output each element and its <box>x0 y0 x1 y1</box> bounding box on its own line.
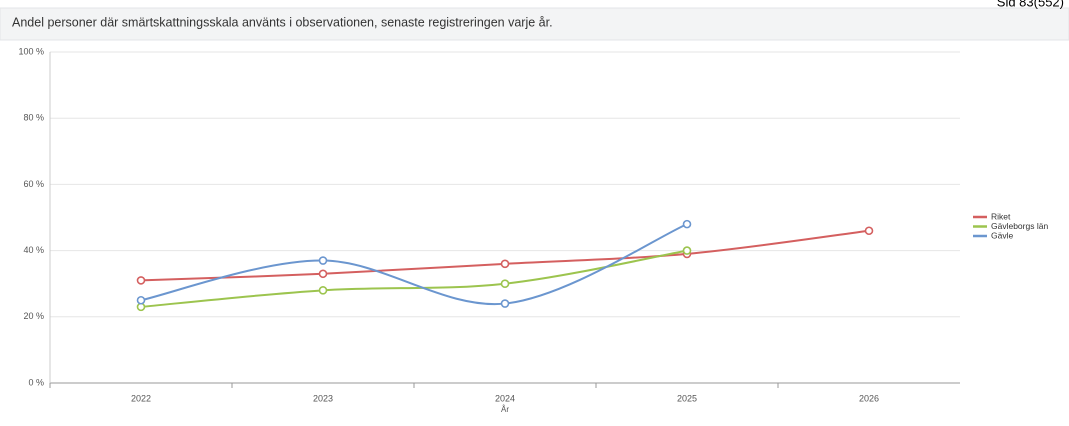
legend-label: Riket <box>991 211 1011 221</box>
y-tick-label: 20 % <box>23 311 44 321</box>
data-point <box>136 295 146 305</box>
y-tick-label: 60 % <box>23 179 44 189</box>
data-point <box>500 259 510 269</box>
x-tick-label: 2023 <box>313 393 333 403</box>
data-point <box>318 256 328 265</box>
data-point <box>682 246 692 255</box>
data-point <box>318 269 328 279</box>
data-point <box>500 299 510 308</box>
data-point <box>682 219 692 229</box>
x-axis-title: År <box>501 405 509 414</box>
data-point <box>136 276 146 285</box>
data-point <box>500 279 510 289</box>
x-tick-label: 2026 <box>859 393 879 403</box>
x-tick-label: 2024 <box>495 393 515 403</box>
legend-label: Gävleborgs län <box>991 221 1048 231</box>
page-label: Sid 83(552) <box>997 0 1064 9</box>
y-tick-label: 80 % <box>23 113 44 123</box>
y-tick-label: 100 % <box>18 46 44 56</box>
data-point <box>864 226 874 236</box>
data-point <box>318 286 328 295</box>
legend-label: Gävle <box>991 230 1013 240</box>
x-tick-label: 2022 <box>131 393 151 403</box>
y-tick-label: 0 % <box>28 377 44 387</box>
header-bar <box>0 7 1069 41</box>
chart-title: Andel personer där smärtskattningsskala … <box>12 15 553 29</box>
y-tick-label: 40 % <box>23 245 44 255</box>
series-line <box>140 223 688 306</box>
x-tick-label: 2025 <box>677 393 697 403</box>
series-line <box>140 229 870 282</box>
